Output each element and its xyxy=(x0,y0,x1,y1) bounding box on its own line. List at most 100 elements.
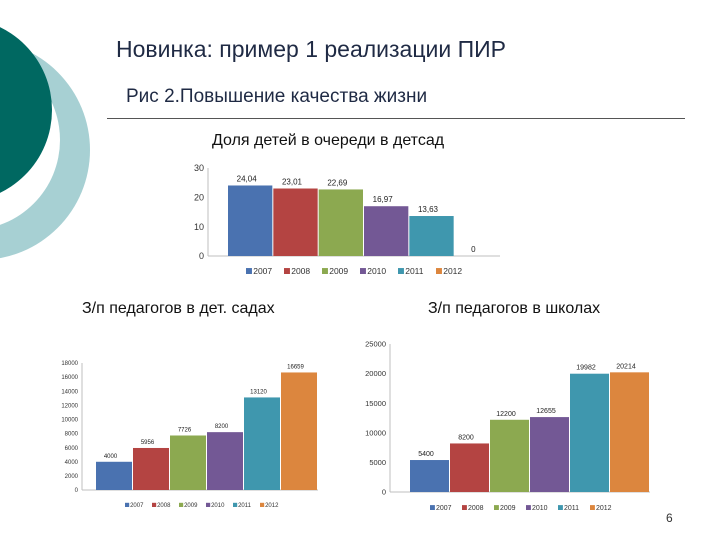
y-tick-label: 4000 xyxy=(65,460,79,466)
legend-swatch xyxy=(152,502,157,507)
slide-title: Новинка: пример 1 реализации ПИР xyxy=(116,36,507,62)
bar xyxy=(570,373,609,492)
legend-label: 2011 xyxy=(564,505,579,512)
legend-label: 2009 xyxy=(329,266,348,276)
bar xyxy=(133,447,169,490)
decorative-circles xyxy=(0,27,90,259)
chart-queue-share: 0 10 20 30 24,04 23,01 22,69 16,97 13,63 0 2007 200… xyxy=(194,163,500,276)
y-tick-label: 12000 xyxy=(61,403,78,409)
data-label: 22,69 xyxy=(327,178,348,187)
data-label: 16659 xyxy=(287,364,304,370)
chart-3-title: З/п педагогов в школах xyxy=(428,300,601,317)
bar xyxy=(281,372,317,490)
y-tick-label: 0 xyxy=(75,488,79,494)
bar xyxy=(610,372,649,492)
y-tick-label: 10 xyxy=(194,222,204,232)
legend-swatch xyxy=(233,502,238,507)
legend-swatch xyxy=(526,505,531,510)
y-tick-label: 0 xyxy=(199,251,204,261)
y-tick-label: 25000 xyxy=(365,340,386,349)
data-label: 13,63 xyxy=(418,205,439,214)
legend-swatch xyxy=(125,502,130,507)
y-tick-label: 10000 xyxy=(61,418,78,424)
bar xyxy=(228,185,273,256)
y-tick-label: 10000 xyxy=(365,428,386,437)
legend-swatch xyxy=(436,268,442,274)
legend-swatch xyxy=(398,268,404,274)
legend-label: 2007 xyxy=(253,266,272,276)
legend-swatch xyxy=(430,505,435,510)
data-label: 13120 xyxy=(250,389,267,395)
y-tick-label: 20000 xyxy=(365,369,386,378)
bar xyxy=(318,189,363,256)
legend-label: 2008 xyxy=(291,266,310,276)
data-label: 7726 xyxy=(178,427,192,433)
data-label: 8200 xyxy=(458,434,474,441)
data-label: 8200 xyxy=(215,424,229,430)
chart-1-title: Доля детей в очереди в детсад xyxy=(212,132,445,149)
bar xyxy=(170,435,206,490)
data-label: 24,04 xyxy=(237,174,258,183)
legend-label: 2008 xyxy=(157,503,171,509)
y-tick-label: 20 xyxy=(194,192,204,202)
deco-dark-circle xyxy=(0,27,52,193)
slide-subtitle: Рис 2.Повышение качества жизни xyxy=(126,86,428,107)
data-label: 4000 xyxy=(104,454,118,460)
legend-swatch xyxy=(462,505,467,510)
legend-swatch xyxy=(558,505,563,510)
data-label: 19982 xyxy=(576,365,596,372)
bar xyxy=(409,216,454,256)
bar xyxy=(410,460,449,492)
legend-swatch xyxy=(246,268,252,274)
data-label: 12200 xyxy=(496,411,516,418)
legend-label: 2010 xyxy=(532,505,548,512)
legend-label: 2010 xyxy=(367,266,386,276)
bar xyxy=(364,206,409,256)
legend-swatch xyxy=(494,505,499,510)
bar xyxy=(96,461,132,490)
legend-swatch xyxy=(206,502,211,507)
legend-label: 2012 xyxy=(596,505,612,512)
legend-swatch xyxy=(360,268,366,274)
data-label: 20214 xyxy=(616,363,636,370)
legend-label: 2009 xyxy=(500,505,516,512)
legend-swatch xyxy=(284,268,290,274)
y-tick-label: 0 xyxy=(382,488,386,497)
legend-label: 2011 xyxy=(238,503,252,509)
legend-swatch xyxy=(322,268,328,274)
data-label: 23,01 xyxy=(282,178,303,187)
bar xyxy=(273,188,318,256)
legend-label: 2012 xyxy=(265,503,279,509)
legend-label: 2007 xyxy=(130,503,144,509)
legend-swatch xyxy=(260,502,265,507)
chart-school-salary: 0 5000 10000 15000 20000 25000 5400 8200 12200 12… xyxy=(365,340,650,512)
bar xyxy=(207,432,243,490)
legend-label: 2009 xyxy=(184,503,198,509)
y-tick-label: 14000 xyxy=(61,389,78,395)
title-divider xyxy=(107,118,685,119)
y-tick-label: 18000 xyxy=(61,361,78,367)
y-tick-label: 30 xyxy=(194,163,204,173)
y-tick-label: 16000 xyxy=(61,375,78,381)
legend-label: 2012 xyxy=(443,266,462,276)
legend-label: 2007 xyxy=(436,505,452,512)
y-tick-label: 5000 xyxy=(369,458,386,467)
data-label: 5400 xyxy=(418,451,434,458)
bar xyxy=(450,443,489,492)
page-number: 6 xyxy=(666,511,673,525)
legend-label: 2008 xyxy=(468,505,484,512)
data-label: 16,97 xyxy=(373,195,394,204)
y-tick-label: 2000 xyxy=(65,474,79,480)
y-tick-label: 8000 xyxy=(65,432,79,438)
chart-2-title: З/п педагогов в дет. садах xyxy=(82,300,275,317)
legend-swatch xyxy=(179,502,184,507)
chart-kindergarten-salary: 0 2000 4000 6000 8000 10000 12000 14000 16000 180… xyxy=(61,361,318,509)
legend-label: 2011 xyxy=(405,266,424,276)
bar xyxy=(490,419,529,492)
legend-swatch xyxy=(590,505,595,510)
data-label: 0 xyxy=(471,245,476,254)
bar xyxy=(244,397,280,490)
legend-label: 2010 xyxy=(211,503,225,509)
y-tick-label: 6000 xyxy=(65,446,79,452)
data-label: 5956 xyxy=(141,440,155,446)
